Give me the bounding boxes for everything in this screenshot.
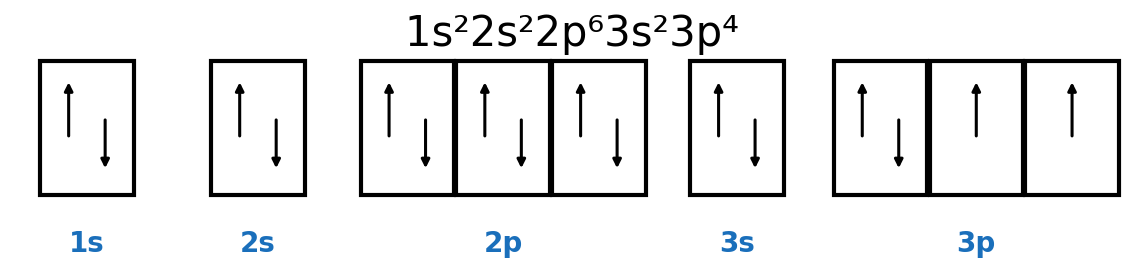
Text: 1s²2s²2p⁶​3s²3p⁴: 1s²2s²2p⁶​3s²3p⁴ <box>405 13 738 55</box>
Bar <box>690 61 784 195</box>
Bar <box>40 61 134 195</box>
Bar <box>833 61 927 195</box>
Bar <box>929 61 1023 195</box>
Text: 2s: 2s <box>240 230 275 258</box>
Text: 3s: 3s <box>719 230 754 258</box>
Text: 2p: 2p <box>483 230 522 258</box>
Bar <box>552 61 646 195</box>
Bar <box>211 61 305 195</box>
Bar <box>1025 61 1119 195</box>
Bar <box>456 61 550 195</box>
Text: 3p: 3p <box>957 230 996 258</box>
Text: 1s: 1s <box>69 230 105 258</box>
Bar <box>360 61 454 195</box>
